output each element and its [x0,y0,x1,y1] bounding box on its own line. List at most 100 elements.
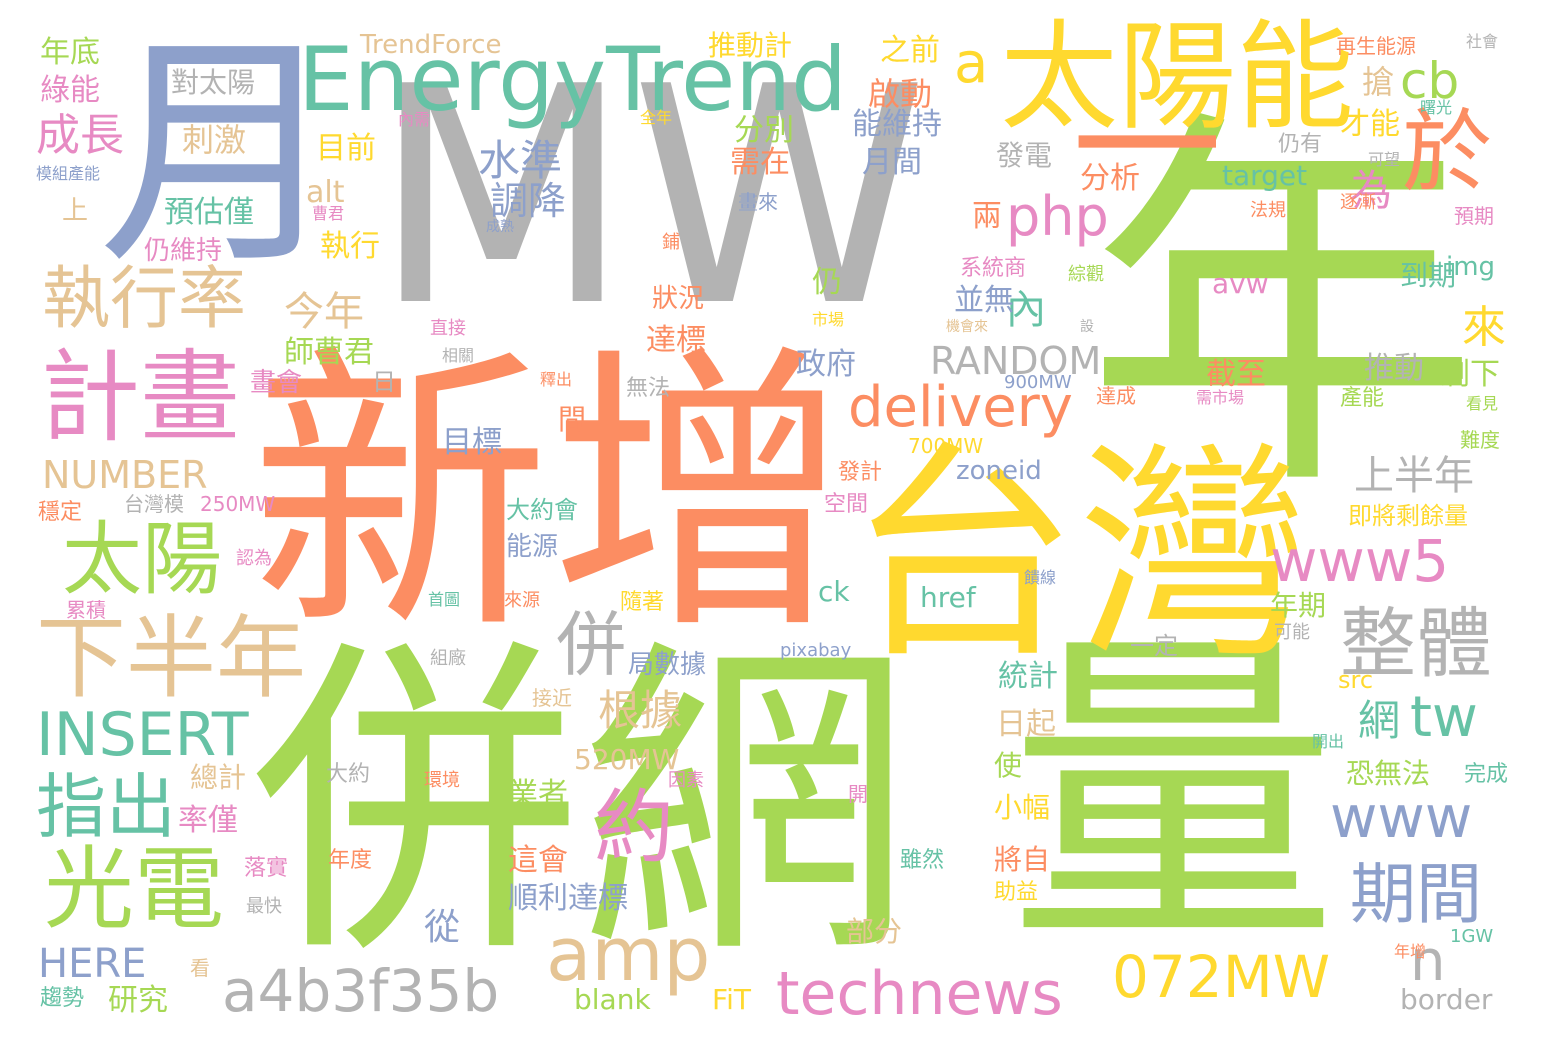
word-bingwang: 併網 [250,613,910,997]
word-pixabay: pixabay [780,640,852,661]
word-tongji: 統計 [998,659,1058,694]
word-taiwan: 台灣 [848,423,1309,690]
word-qiang: 搶 [1362,63,1395,101]
word-niandu: 年度 [328,848,373,873]
word-nandu: 難度 [1460,428,1500,452]
word-ciji: 刺激 [182,121,247,159]
word-tuidongji: 推動計 [708,29,793,62]
word-jihuilai: 機會來 [946,319,988,335]
word-tuidong: 推動 [1364,351,1424,386]
word-yue2: 約 [594,781,674,874]
word-shehui: 社會 [1466,32,1499,51]
word-genju: 根據 [598,686,683,735]
word-caojun: 曹君 [312,204,345,223]
word-xitongshang: 系統商 [960,256,1027,281]
word-zhijie: 直接 [430,318,466,339]
word-1gw: 1GW [1450,926,1494,947]
word-here: HERE [38,941,147,987]
word-bufen: 部分 [846,915,903,948]
word-wei: 為 [1350,166,1393,215]
word-bingwu: 並無 [954,283,1014,318]
word-qushi: 趨勢 [40,986,85,1011]
word-jijiangshengyuliang: 即將剩餘量 [1348,502,1468,530]
word-pu: 鋪 [662,232,680,253]
word-huanjing: 環境 [424,770,460,791]
word-jiezhi: 截至 [1206,357,1266,392]
word-nianqi: 年期 [1270,589,1327,622]
word-rengyou: 仍有 [1278,132,1323,157]
word-shuizhun: 水準 [478,136,563,185]
word-hualai: 畫來 [738,190,778,214]
word-img: img [1446,252,1496,282]
word-nian: 年 [1085,79,1480,539]
word-renwei: 認為 [236,548,272,569]
word-luoshi: 落實 [244,856,289,881]
word-zongguan: 綜觀 [1068,264,1104,285]
word-yu: 於 [1402,100,1492,205]
word-mubiao: 目標 [442,425,502,460]
word-wending: 穩定 [38,500,83,525]
word-channeng: 產能 [1340,386,1385,411]
word-shuguang: 曙光 [1420,98,1453,117]
word-jiangzi: 將自 [994,843,1051,876]
word-liang: 量 [1008,603,1338,987]
word-dacheng: 達成 [1096,384,1136,408]
word-lai: 來 [1462,302,1506,353]
word-zuchang: 組廠 [430,648,466,669]
word-yi: 一 [1072,62,1223,236]
word-niandi: 年底 [40,35,100,70]
word-tw: tw [1410,685,1478,750]
word-quannian: 全年 [640,108,673,127]
word-zhiqian: 之前 [880,33,940,68]
word-src: src [1338,666,1374,694]
word-taiyang: 太陽 [62,513,222,606]
word-wufa: 無法 [626,376,671,401]
word-kewang: 可望 [1368,150,1401,169]
word-nianzeng: 年增 [1394,942,1427,961]
word-zhichu: 指出 [36,766,176,848]
word-shicaojun: 師曹君 [284,335,374,370]
word-random: RANDOM [930,339,1102,383]
word-shoutu: 首圖 [428,590,461,609]
word-suiran: 雖然 [900,848,945,873]
word-jiejin: 接近 [532,686,572,710]
word-suizhe: 隨著 [620,590,665,615]
word-target: target [1222,159,1308,192]
word-delivery: delivery [848,375,1073,440]
word-wang: 網 [1358,696,1401,745]
word-xushichang: 需市場 [1196,388,1245,407]
word-energytrend: EnergyTrend [298,28,847,131]
word-trendforce: TrendForce [360,30,502,60]
word-kan: 看 [190,956,210,980]
word-neixu: 內需 [398,110,431,129]
word-number: NUMBER [42,453,208,497]
word-dayuehui: 大約會 [506,496,578,524]
word-caineng: 才能 [1340,107,1400,142]
word-fit: FiT [712,983,751,1016]
word-liang2: 兩 [972,199,1002,234]
word-yinsu: 因素 [668,770,704,791]
word-faji: 發計 [838,460,883,485]
word-fadian: 發電 [996,139,1053,172]
word-wancheng: 完成 [1464,762,1509,787]
word-qidong: 啟動 [868,75,933,113]
word-520mw: 520MW [574,743,680,776]
word-jushuju: 局數據 [628,650,707,680]
word-kongwufa: 恐無法 [1346,757,1431,790]
word-lvjin: 率僅 [178,803,238,838]
word-a4b3f35b: a4b3f35b [222,957,500,1025]
word-zhixing: 執行 [320,229,380,264]
word-php: php [1006,185,1109,248]
word-yue: 月 [98,12,343,297]
word-www: www [1330,783,1473,851]
word-ck: ck [818,575,850,608]
word-shi: 使 [994,749,1023,782]
word-mw: MW [372,23,928,372]
word-faguei: 法規 [1250,200,1286,221]
word-jinnian: 今年 [284,289,364,335]
word-taiyangneng: 太陽能 [1000,8,1355,146]
word-nengweichi: 能維持 [852,107,942,142]
word-zhujian: 逐漸 [1340,192,1376,213]
word-700mw: 700MW [908,434,984,458]
